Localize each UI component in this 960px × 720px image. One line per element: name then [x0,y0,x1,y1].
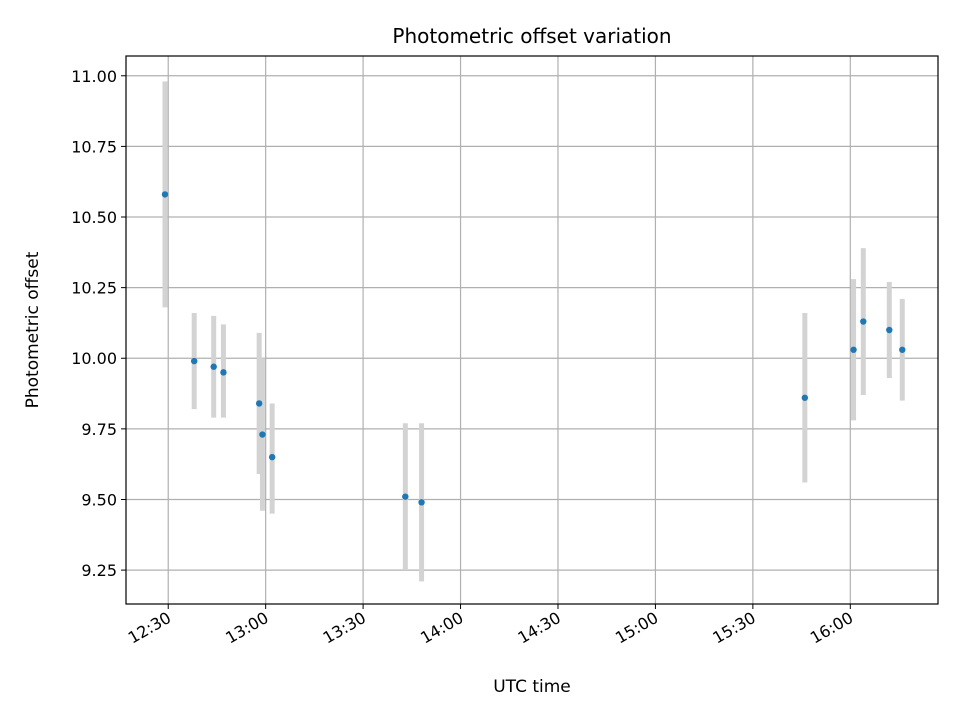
data-point [210,363,217,370]
y-tick-label: 10.25 [71,279,117,298]
point-layer [161,191,906,506]
y-tick-label: 10.00 [71,349,117,368]
data-point [402,493,409,500]
chart-title: Photometric offset variation [392,24,671,48]
y-tick-label: 10.50 [71,208,117,227]
y-tick-label: 9.25 [81,561,117,580]
data-point [860,318,867,325]
data-point [801,394,809,401]
data-point [418,499,425,506]
y-tick-label: 10.75 [71,137,117,156]
plot-area-frame [125,55,939,605]
y-axis-label: Photometric offset [23,251,43,408]
data-point [886,326,893,334]
data-point [259,431,266,438]
data-point [161,191,169,198]
data-point [191,357,198,365]
y-tick-label: 11.00 [71,67,117,86]
data-point [899,346,906,353]
data-point [268,453,276,461]
x-axis-label: UTC time [493,677,571,697]
y-tick-label: 9.75 [81,420,117,439]
data-point [255,400,263,407]
y-tick-label: 9.50 [81,490,117,509]
data-point [850,346,857,353]
data-point [220,369,227,376]
